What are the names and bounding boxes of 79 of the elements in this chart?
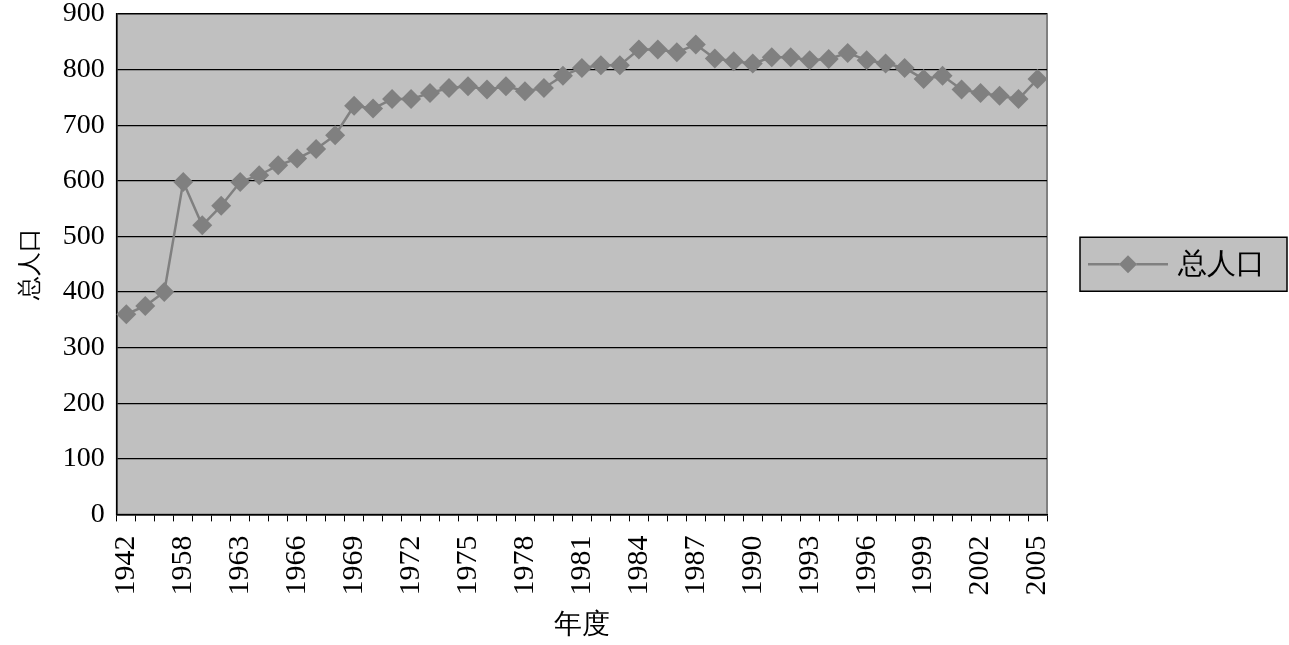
point <box>211 195 232 216</box>
x-tick-label: 1942 <box>107 535 141 596</box>
point <box>723 51 744 72</box>
x-axis-title: 年度 <box>553 607 610 641</box>
point <box>533 77 554 98</box>
point <box>932 65 953 86</box>
legend-label: 总人口 <box>1177 245 1265 280</box>
point <box>970 82 991 103</box>
x-tick-label: 1958 <box>164 535 198 596</box>
point <box>780 47 801 68</box>
point <box>913 69 934 90</box>
point <box>552 65 573 86</box>
point <box>647 39 668 60</box>
y-tick-label: 200 <box>62 385 105 417</box>
point <box>135 295 156 316</box>
y-tick-label: 0 <box>90 496 105 528</box>
point <box>514 81 535 102</box>
point <box>401 89 422 110</box>
y-tick-label: 600 <box>62 163 105 195</box>
x-tick-label: 2002 <box>961 535 995 596</box>
point <box>268 155 289 176</box>
point <box>989 85 1010 106</box>
point <box>571 57 592 78</box>
point <box>742 53 763 74</box>
point <box>458 76 478 97</box>
y-tick-label: 900 <box>62 0 105 28</box>
x-tick-label: 1963 <box>221 535 255 596</box>
x-tick-label: 1987 <box>676 535 710 596</box>
point <box>875 53 896 74</box>
point <box>1008 89 1029 110</box>
x-tick-label: 1996 <box>847 535 881 596</box>
point <box>476 79 497 100</box>
x-tick-label: 1981 <box>562 535 596 596</box>
point <box>837 42 858 63</box>
point <box>173 171 194 192</box>
point <box>818 49 839 70</box>
point <box>382 89 403 110</box>
point <box>799 50 820 71</box>
point <box>609 55 630 76</box>
point <box>192 215 213 236</box>
point <box>230 171 251 192</box>
x-tick-label: 1999 <box>904 535 938 596</box>
y-tick-label: 400 <box>62 274 105 306</box>
point <box>325 125 346 146</box>
point <box>856 50 877 71</box>
point <box>249 165 270 186</box>
x-tick-label: 1984 <box>619 535 653 596</box>
point <box>590 55 611 76</box>
point <box>704 48 725 69</box>
point <box>894 57 915 78</box>
y-tick-label: 500 <box>62 218 105 250</box>
point <box>116 304 137 325</box>
x-tick-label: 1975 <box>448 535 482 596</box>
point <box>344 95 365 116</box>
y-axis-title: 总人口 <box>14 228 43 302</box>
point <box>154 282 175 302</box>
point <box>420 82 441 103</box>
point <box>495 76 516 97</box>
x-tick-label: 1969 <box>334 535 368 596</box>
y-tick-label: 700 <box>62 107 105 139</box>
x-tick-label: 1978 <box>505 535 539 596</box>
y-tick-label: 300 <box>62 329 105 361</box>
point <box>439 77 460 98</box>
point <box>951 79 972 100</box>
x-tick-label: 2005 <box>1018 535 1052 596</box>
point <box>363 98 384 119</box>
x-tick-label: 1990 <box>733 535 767 596</box>
point <box>287 148 308 169</box>
point <box>761 47 782 68</box>
point <box>685 34 706 55</box>
point <box>666 42 687 63</box>
point <box>306 139 327 160</box>
x-tick-label: 1966 <box>278 535 312 596</box>
x-tick-label: 1972 <box>391 535 425 596</box>
y-tick-label: 800 <box>62 51 105 83</box>
x-tick-label: 1993 <box>790 535 824 596</box>
y-tick-label: 100 <box>62 441 105 473</box>
point <box>1027 69 1048 90</box>
point <box>628 39 649 60</box>
